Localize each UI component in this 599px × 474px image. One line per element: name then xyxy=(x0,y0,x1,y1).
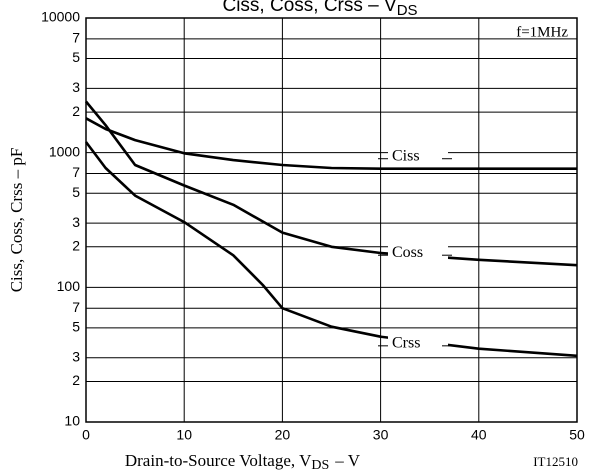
y-tick-label: 100 xyxy=(57,278,81,294)
y-tick-label: 3 xyxy=(72,348,80,364)
title-subscript: DS xyxy=(397,2,418,19)
legend-label: Ciss xyxy=(392,147,420,164)
annotation: f=1MHz xyxy=(516,24,568,40)
chart-title: Ciss, Coss, Crss – VDS xyxy=(222,0,417,19)
y-tick-label: 10000 xyxy=(41,9,80,25)
x-tick-label: 10 xyxy=(176,427,192,443)
title-text: Ciss, Coss, Crss – xyxy=(222,0,379,16)
x-label-text: Drain-to-Source Voltage, V xyxy=(125,451,312,470)
y-tick-label: 3 xyxy=(72,79,80,95)
x-label-text: – V xyxy=(334,451,360,470)
series-line xyxy=(84,100,578,267)
figure-id: IT12510 xyxy=(533,454,578,469)
y-tick-label: 7 xyxy=(72,164,80,180)
legend-bg xyxy=(388,243,448,264)
y-tick-label: 5 xyxy=(72,49,80,65)
y-tick-label: 3 xyxy=(72,214,80,230)
y-tick-label: 2 xyxy=(72,103,80,119)
y-tick-label: 10 xyxy=(64,413,80,429)
y-tick-label: 1000 xyxy=(49,143,80,159)
y-tick-label: 7 xyxy=(72,299,80,315)
x-tick-label: 50 xyxy=(569,427,585,443)
plot-frame xyxy=(85,17,578,423)
x-tick-label: 30 xyxy=(373,427,389,443)
title-text: V xyxy=(384,0,397,16)
y-tick-label: 2 xyxy=(72,237,80,253)
x-axis-label: Drain-to-Source Voltage, VDS – V xyxy=(125,451,361,473)
x-label-subscript: DS xyxy=(311,458,329,473)
x-tick-label: 20 xyxy=(275,427,291,443)
y-tick-label: 2 xyxy=(72,372,80,388)
series-line xyxy=(85,117,577,170)
legend-bg xyxy=(388,333,448,354)
x-tick-label: 0 xyxy=(82,427,90,443)
y-tick-label: 5 xyxy=(72,319,80,335)
legend-label: Coss xyxy=(392,244,423,261)
y-tick-label: 7 xyxy=(72,30,80,46)
legend-bg xyxy=(388,146,448,167)
legend-label: Crss xyxy=(392,335,420,352)
y-axis-label: Ciss, Coss, Crss – pF xyxy=(7,148,26,293)
y-tick-label: 5 xyxy=(72,184,80,200)
x-tick-label: 40 xyxy=(471,427,487,443)
